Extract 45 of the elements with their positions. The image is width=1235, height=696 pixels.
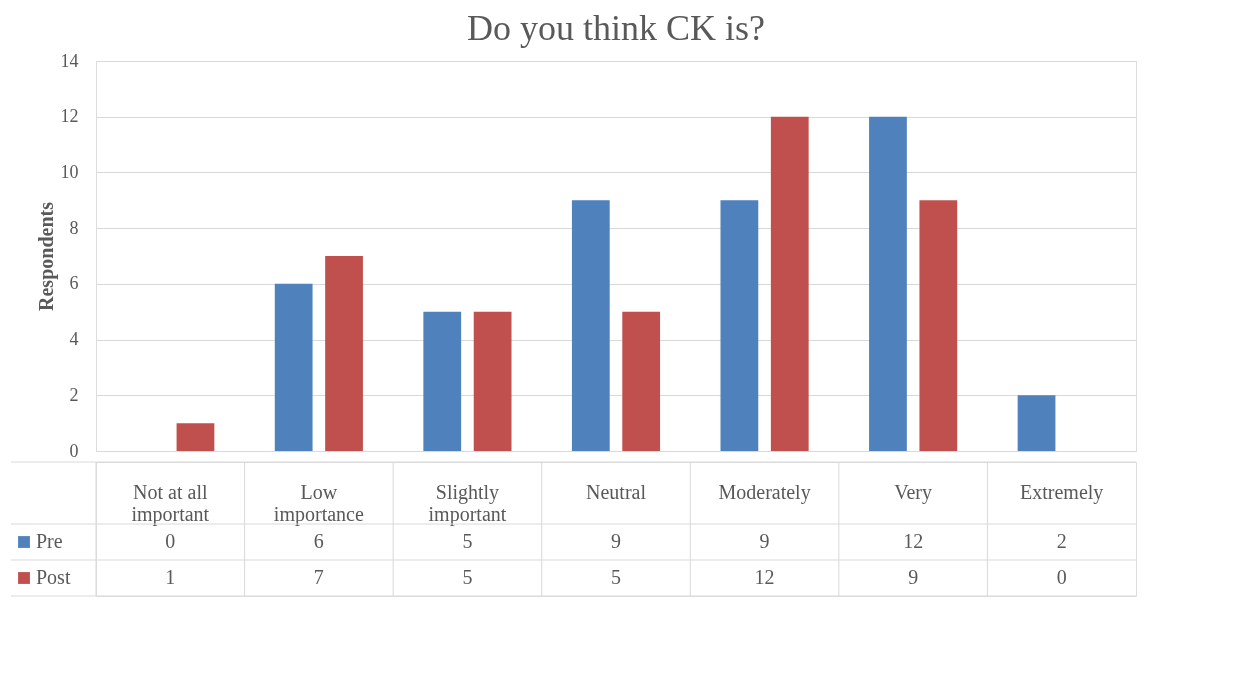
x-tick-label: Slightly important: [428, 481, 507, 526]
data-label: 5: [462, 566, 473, 588]
bar: [274, 283, 313, 451]
bar: [176, 423, 215, 451]
y-tick-label: 14: [60, 50, 79, 71]
data-label: 7: [313, 566, 324, 588]
data-label: 2: [1056, 530, 1067, 552]
y-tick-label: 0: [69, 440, 79, 461]
x-tick-label: Not at all important: [131, 481, 210, 526]
bar: [622, 311, 661, 451]
y-tick-label: 4: [69, 329, 79, 350]
bar: [571, 200, 610, 451]
data-label: 6: [313, 530, 324, 552]
data-label: 9: [908, 566, 919, 588]
bar: [919, 200, 958, 451]
legend-label: Post: [36, 566, 71, 588]
y-tick-label: 8: [69, 217, 79, 238]
data-label: 12: [903, 530, 924, 552]
y-tick-label: 12: [60, 106, 79, 127]
data-label: 0: [165, 530, 176, 552]
y-tick-label: 10: [60, 161, 79, 182]
data-label: 9: [611, 530, 621, 552]
data-label: 5: [611, 566, 621, 588]
y-tick-label: 2: [69, 384, 79, 405]
bar: [325, 256, 363, 451]
x-tick-label: Moderately: [718, 481, 811, 504]
data-label: 1: [165, 566, 176, 588]
x-tick-label: Very: [894, 481, 933, 504]
bar: [720, 200, 759, 451]
bar: [770, 116, 809, 451]
bar: [1017, 395, 1056, 451]
data-label: 5: [462, 530, 473, 552]
bar: [423, 311, 462, 451]
x-tick-label: Low importance: [273, 481, 364, 526]
y-axis-title: Respondents: [34, 201, 58, 311]
legend-label: Pre: [36, 530, 63, 552]
data-label: 9: [759, 530, 770, 552]
data-label: 0: [1056, 566, 1067, 588]
bar: [869, 116, 907, 451]
data-label: 12: [754, 566, 775, 588]
bar: [473, 311, 512, 451]
x-tick-label: Neutral: [586, 481, 647, 503]
chart-title: Do you think CK is?: [466, 8, 766, 48]
x-tick-label: Extremely: [1020, 481, 1104, 504]
y-tick-label: 6: [69, 273, 79, 294]
